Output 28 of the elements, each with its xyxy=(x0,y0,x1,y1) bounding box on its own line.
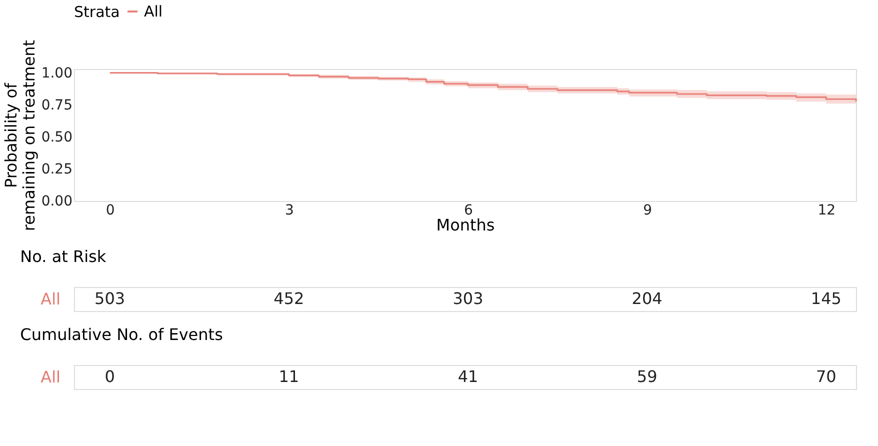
y-tick-label: 0.75 xyxy=(41,97,72,114)
y-tick-label: 0.00 xyxy=(41,194,72,210)
category-label: All xyxy=(40,290,60,308)
legend-title: Strata xyxy=(74,3,120,21)
x-tick-label: 12 xyxy=(818,202,836,218)
data-label: 59 xyxy=(636,367,658,386)
text: Cumulative No. of Events xyxy=(20,325,223,344)
y-tick-label: 1.00 xyxy=(41,65,72,82)
x-tick-label: 3 xyxy=(284,202,294,218)
data-label: 11 xyxy=(278,367,300,386)
category-label: All xyxy=(40,368,60,386)
data-label: 70 xyxy=(816,367,836,386)
data-label: 303 xyxy=(452,289,484,308)
x-tick-label: 6 xyxy=(464,202,474,218)
legend-label: All xyxy=(144,2,163,20)
x-tick-label: 0 xyxy=(106,202,115,218)
x-axis-title: Months xyxy=(436,216,495,234)
data-label: 145 xyxy=(810,289,842,308)
data-label: 503 xyxy=(94,289,126,308)
y-tick-label: 0.25 xyxy=(41,161,72,178)
y-tick-label: 0.50 xyxy=(41,129,72,146)
data-label: 204 xyxy=(632,289,662,308)
x-tick-label: 9 xyxy=(643,202,652,218)
text: No. at Risk xyxy=(20,247,107,266)
data-label: 41 xyxy=(458,367,478,386)
y-axis-title: Probability of remaining on treatment xyxy=(1,40,38,232)
data-label: 452 xyxy=(274,289,304,308)
data-label: 0 xyxy=(104,367,115,386)
